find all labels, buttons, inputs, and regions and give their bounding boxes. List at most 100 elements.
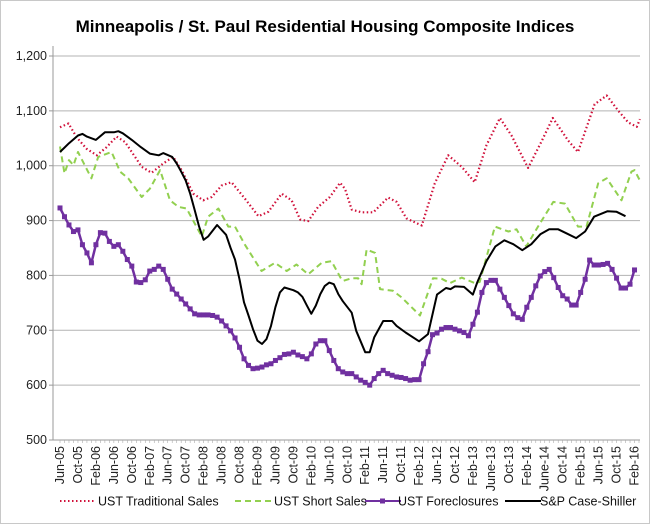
x-tick-label: Jun-05	[53, 446, 67, 484]
x-tick-label: Jun-12	[430, 446, 444, 484]
x-tick-label: Jun-06	[107, 446, 121, 484]
data-point-marker	[232, 335, 238, 341]
data-point-marker	[120, 248, 126, 254]
data-point-marker	[70, 229, 76, 235]
data-point-marker	[84, 250, 90, 256]
data-point-marker	[61, 214, 67, 220]
x-tick-label: Feb-13	[466, 446, 480, 486]
data-point-marker	[259, 364, 265, 370]
data-point-marker	[506, 303, 512, 309]
y-tick-label: 1,100	[16, 104, 47, 118]
data-point-marker	[569, 302, 575, 308]
data-point-marker	[551, 275, 557, 281]
data-point-marker	[358, 377, 364, 383]
x-tick-label: Feb-12	[412, 446, 426, 486]
series-ust-short-sales	[59, 146, 642, 317]
y-tick-label: 800	[26, 268, 47, 282]
x-tick-label: Oct-06	[125, 446, 139, 484]
x-tick-label: Oct-15	[610, 446, 624, 484]
x-tick-label: Jun-11	[376, 446, 390, 483]
data-point-marker	[591, 262, 597, 268]
x-tick-label: Jun-08	[215, 446, 229, 484]
data-point-marker	[97, 230, 103, 236]
data-point-marker	[219, 318, 225, 324]
data-point-marker	[160, 266, 166, 272]
data-point-marker	[627, 281, 633, 287]
data-point-marker	[456, 328, 462, 334]
y-tick-label: 900	[26, 214, 47, 228]
data-point-marker	[66, 222, 72, 228]
x-tick-label: Oct-12	[448, 446, 462, 484]
legend-marker	[380, 498, 385, 504]
x-tick-label: Oct-11	[394, 446, 408, 483]
data-point-marker	[434, 330, 440, 336]
x-tick-label: Feb-10	[304, 446, 318, 486]
data-point-marker	[111, 243, 117, 249]
data-point-marker	[165, 276, 171, 282]
data-point-marker	[474, 309, 480, 315]
data-point-marker	[322, 338, 328, 344]
data-point-marker	[147, 268, 153, 274]
data-point-marker	[623, 285, 629, 291]
data-point-marker	[362, 379, 368, 385]
data-point-marker	[277, 355, 283, 361]
series-line	[59, 94, 641, 227]
data-point-marker	[600, 261, 606, 267]
x-tick-label: Feb-16	[628, 446, 642, 486]
x-tick-label: Feb-15	[574, 446, 588, 486]
series-line	[59, 146, 642, 317]
data-point-marker	[246, 362, 252, 368]
data-point-marker	[371, 376, 377, 382]
data-point-marker	[533, 283, 539, 289]
data-point-marker	[376, 371, 382, 377]
data-point-marker	[353, 374, 359, 380]
x-tick-label: Oct-05	[71, 446, 85, 484]
data-point-marker	[596, 262, 602, 268]
data-point-marker	[483, 280, 489, 286]
data-point-marker	[609, 266, 615, 272]
data-point-marker	[228, 328, 234, 334]
series-s-p-case-shiller	[59, 130, 626, 354]
data-point-marker	[115, 242, 121, 248]
data-point-marker	[403, 376, 409, 382]
data-point-marker	[237, 344, 243, 350]
data-point-marker	[313, 341, 319, 347]
data-point-marker	[537, 273, 543, 279]
data-point-marker	[57, 205, 63, 211]
data-point-marker	[133, 279, 139, 285]
y-tick-label: 500	[26, 433, 47, 447]
data-point-marker	[479, 289, 485, 295]
x-tick-label: June-13	[484, 446, 498, 491]
data-point-marker	[519, 316, 525, 322]
data-point-marker	[151, 266, 157, 272]
x-tick-label: Feb-14	[520, 446, 534, 486]
x-tick-label: Jun-10	[322, 446, 336, 484]
data-point-marker	[304, 356, 310, 362]
data-point-marker	[335, 366, 341, 372]
data-point-marker	[263, 362, 269, 368]
data-point-marker	[142, 277, 148, 283]
data-point-marker	[93, 242, 99, 248]
legend-label: UST Foreclosures	[398, 495, 499, 509]
data-point-marker	[465, 333, 471, 339]
chart-title: Minneapolis / St. Paul Residential Housi…	[75, 17, 575, 36]
data-point-marker	[286, 351, 292, 357]
x-tick-label: Oct-14	[556, 446, 570, 484]
data-point-marker	[138, 280, 144, 286]
data-point-marker	[528, 294, 534, 300]
data-point-marker	[430, 332, 436, 338]
data-point-marker	[223, 323, 229, 329]
legend-label: UST Traditional Sales	[98, 495, 219, 509]
data-point-marker	[344, 371, 350, 377]
gridlines	[53, 55, 640, 386]
data-point-marker	[102, 230, 108, 236]
data-point-marker	[183, 301, 189, 307]
x-tick-label: Feb-06	[89, 446, 103, 486]
data-point-marker	[156, 263, 162, 269]
data-point-marker	[192, 311, 198, 317]
data-point-marker	[281, 351, 287, 357]
data-point-marker	[439, 326, 445, 332]
series-line	[58, 207, 636, 387]
x-tick-label: Feb-11	[358, 446, 372, 485]
x-tick-label: Jun-09	[268, 446, 282, 484]
